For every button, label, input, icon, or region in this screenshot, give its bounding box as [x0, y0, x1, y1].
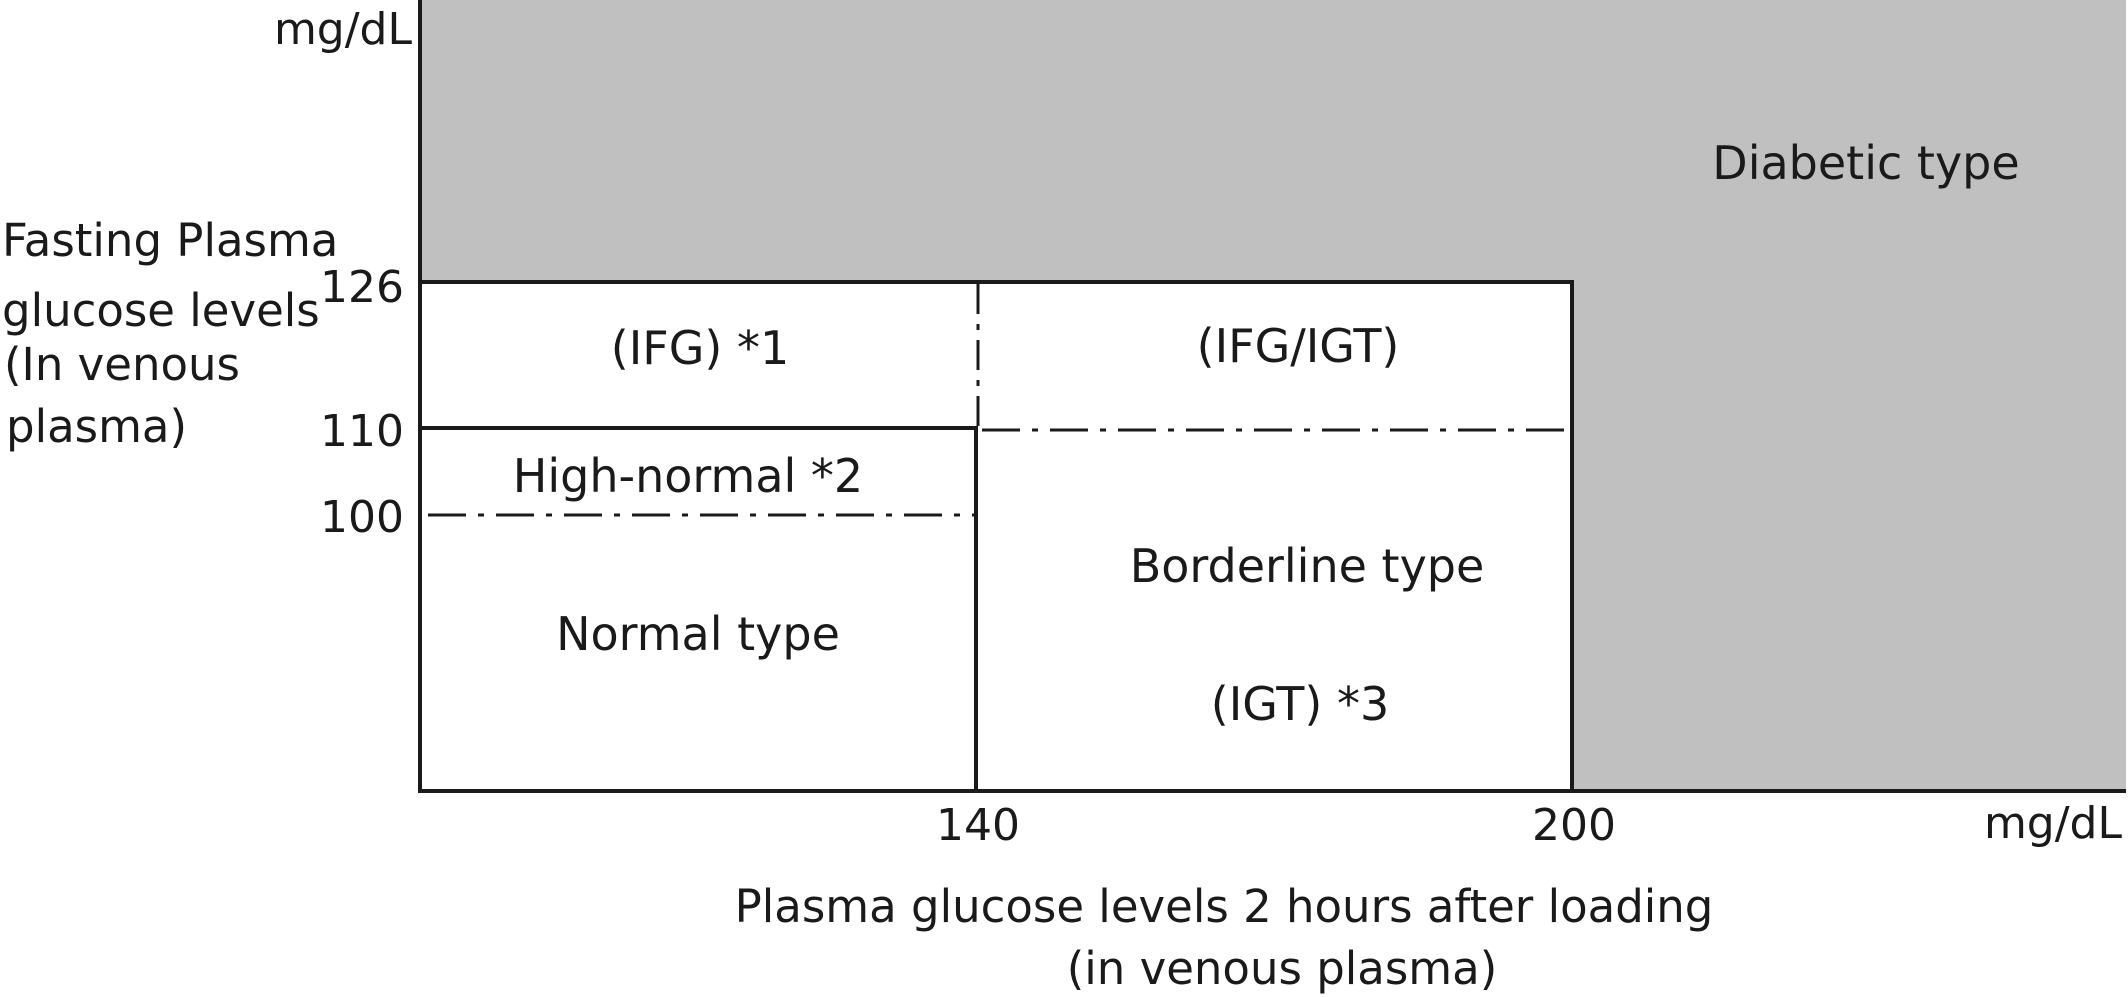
- y-tick-100: 100: [320, 492, 404, 543]
- x-tick-140: 140: [936, 800, 1020, 851]
- borderline-type-label: Borderline type: [1130, 539, 1485, 593]
- non-diabetic-border: [420, 280, 1574, 791]
- x-axis-unit: mg/dL: [1984, 798, 2123, 849]
- igt-label: (IGT) *3: [1211, 677, 1389, 731]
- non-diabetic-region: [420, 282, 1572, 791]
- ifg-label: (IFG) *1: [611, 321, 789, 375]
- x-axis-title-line-2: (in venous plasma): [1067, 942, 1498, 995]
- high-normal-label: High-normal *2: [513, 449, 863, 503]
- diabetic-type-label: Diabetic type: [1712, 136, 2019, 190]
- y-axis-title-line-3: (In venous: [4, 338, 240, 391]
- y-axis-title-line-4: plasma): [6, 400, 187, 453]
- ifg-igt-label: (IFG/IGT): [1197, 319, 1400, 373]
- y-axis-unit: mg/dL: [274, 4, 413, 55]
- normal-type-label: Normal type: [556, 607, 840, 661]
- y-axis-title-line-2: glucose levels: [2, 284, 320, 337]
- x-tick-200: 200: [1532, 800, 1616, 851]
- y-tick-126: 126: [320, 262, 404, 313]
- x-axis-title-line-1: Plasma glucose levels 2 hours after load…: [735, 880, 1714, 933]
- y-axis-title-line-1: Fasting Plasma: [2, 214, 338, 267]
- y-tick-110: 110: [320, 406, 404, 457]
